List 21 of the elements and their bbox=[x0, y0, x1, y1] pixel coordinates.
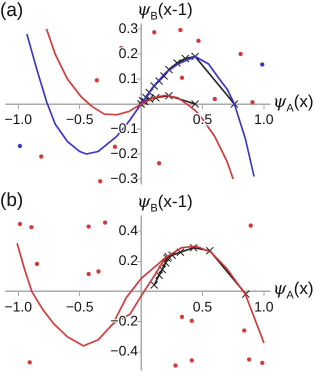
chart-title: (b) bbox=[0, 190, 24, 212]
x-axis-title: ψ$_{A}$(x) bbox=[273, 92, 314, 114]
chart-title: (a) bbox=[0, 0, 24, 22]
x-tick-label: −1.0 bbox=[4, 298, 32, 314]
x-tick-label: −0.5 bbox=[66, 298, 94, 314]
y-tick-label: −0.2 bbox=[110, 144, 138, 161]
y-tick-label: −0.3 bbox=[110, 170, 138, 186]
y-tick-label: −0.4 bbox=[110, 342, 138, 359]
x-tick-label: −1.0 bbox=[4, 110, 32, 127]
y-tick-label: 0.1 bbox=[118, 70, 138, 86]
y-tick-label: 0.3 bbox=[118, 20, 138, 36]
y-tick-label: 0.2 bbox=[118, 252, 138, 268]
x-axis-title: ψ$_{A}$(x) bbox=[273, 279, 314, 302]
x-tick-label: 0.5 bbox=[192, 298, 212, 314]
x-tick-label: 1.0 bbox=[254, 110, 274, 127]
y-tick-label: 0.2 bbox=[118, 44, 138, 61]
y-axis-title: ψ$_{B}$(x-1) bbox=[137, 192, 193, 214]
y-tick-label: 0.4 bbox=[118, 222, 138, 238]
x-tick-label: −0.5 bbox=[66, 110, 94, 127]
x-tick-label: 1.0 bbox=[254, 298, 274, 314]
y-axis-title: ψ$_{B}$(x-1) bbox=[137, 0, 193, 22]
